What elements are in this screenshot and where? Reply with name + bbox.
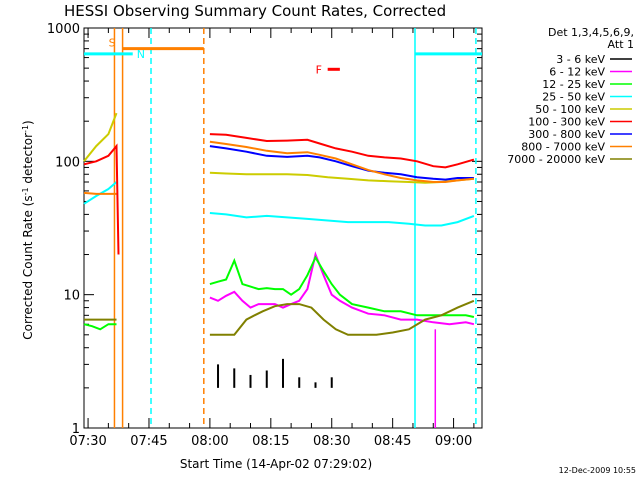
legend-entry-label: 3 - 6 keV [556,53,605,66]
y-axis-label-mid: detector [21,133,35,188]
legend-entry-label: 7000 - 20000 keV [507,153,605,166]
legend-entry-label: 6 - 12 keV [549,66,605,79]
x-tick-label: 07:45 [130,434,167,449]
y-tick-label: 1000 [47,22,80,37]
legend-header-2: Att 1 [608,38,634,51]
y-axis-label-exp2: -1 [21,125,30,133]
x-tick-label: 08:45 [374,434,411,449]
series-line [83,191,117,195]
series-line [83,323,117,331]
y-tick-label: 10 [63,289,80,304]
plot-area: 1 10 100 1000 07:30 07:45 08:00 08:15 08:30 08:45… [47,22,483,449]
legend-entry-label: 50 - 100 keV [535,103,605,116]
y-axis-label-main: Corrected Count Rate (s [21,195,35,339]
series-line [83,143,120,255]
legend-entry-label: 25 - 50 keV [542,91,605,104]
series-line [209,255,475,318]
timestamp: 12-Dec-2009 10:55 [559,466,636,475]
x-tick-label: 07:30 [69,434,106,449]
x-tick-label: 09:00 [435,434,472,449]
y-tick-label: 100 [55,155,80,170]
flag-label: S [109,37,116,50]
series-line [209,145,474,181]
series-line [209,251,475,326]
y-axis-label-end: ) [21,120,35,125]
x-tick-label: 08:30 [313,434,350,449]
y-tick-label: 1 [72,422,80,437]
legend-entry-label: 100 - 300 keV [528,116,605,129]
flag-label: F [316,63,322,76]
legend-entry-label: 800 - 7000 keV [521,141,605,154]
x-tick-label: 08:15 [252,434,289,449]
flag-label: N [137,48,145,61]
legend-header-1: Det 1,3,4,5,6,9, [548,26,634,39]
series-line [209,140,474,183]
series-line [83,181,118,205]
x-axis-label: Start Time (14-Apr-02 07:29:02) [180,457,372,471]
plot-frame [83,27,483,429]
legend-entry-label: 12 - 25 keV [542,78,605,91]
y-axis-label: Corrected Count Rate (s-1 detector-1) [21,120,36,339]
series-line [209,212,475,227]
series-line [209,299,475,336]
x-tick-label: 08:00 [191,434,228,449]
legend-entry-label: 300 - 800 keV [528,128,605,141]
chart-title: HESSI Observing Summary Count Rates, Cor… [64,2,446,20]
y-axis-label-exp1: -1 [21,187,30,195]
series-line [83,112,118,162]
series-line [209,133,475,169]
